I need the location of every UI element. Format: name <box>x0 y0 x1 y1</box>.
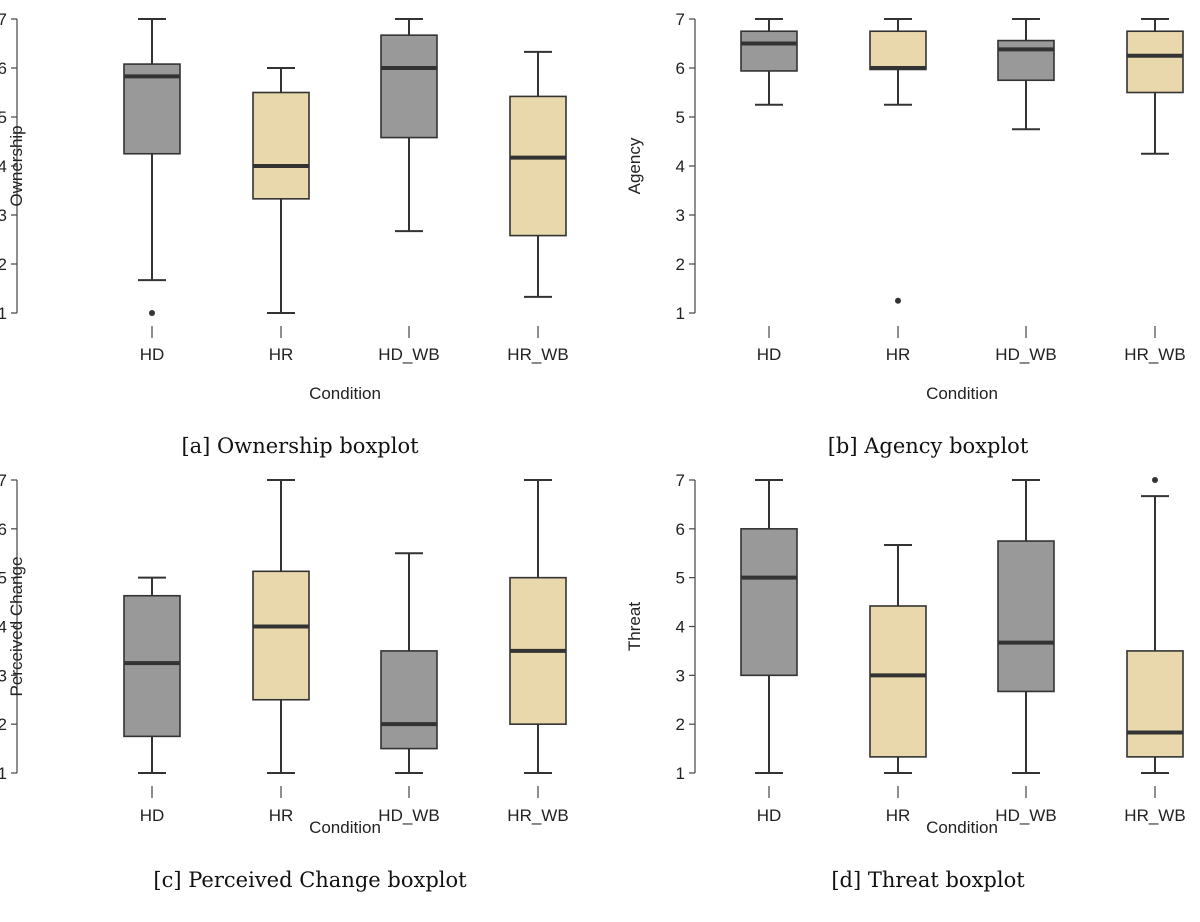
x-tick-label: HD_WB <box>995 345 1056 364</box>
panel-perceived-change: 1 2 3 4 5 6 7 Perceived Change HD HR HD_WB HR_WB Con… <box>0 471 569 892</box>
y-tick-label: 3 <box>676 666 685 685</box>
panel-agency: 1 2 3 4 5 6 7 Agency HD HR HD_WB HR_WB Condition [b] … <box>625 10 1186 458</box>
x-tick-label: HR_WB <box>507 806 568 825</box>
x-axis-label: Condition <box>926 818 998 837</box>
box-hd-wb <box>997 479 1055 774</box>
x-tick-label: HR <box>269 345 294 364</box>
y-tick-label: 2 <box>676 255 685 274</box>
box-hr-wb <box>1126 18 1184 155</box>
x-axis-label: Condition <box>309 818 381 837</box>
y-tick-label: 7 <box>676 10 685 29</box>
panel-caption: [c] Perceived Change boxplot <box>153 868 467 892</box>
panel-ownership: 1 2 3 4 5 6 7 Ownership HD HR HD_WB HR_WB Condition [… <box>0 10 569 458</box>
y-axis-label: Agency <box>625 137 644 194</box>
iqr-box <box>740 528 798 677</box>
x-tick-label: HD_WB <box>378 345 439 364</box>
y-tick-label: 5 <box>0 108 7 127</box>
box-hr <box>252 67 310 314</box>
box-hr <box>869 18 927 304</box>
y-tick-label: 2 <box>676 715 685 734</box>
box-hr-wb <box>1126 477 1184 774</box>
x-tick-label: HR_WB <box>1124 806 1185 825</box>
box-hd-wb <box>380 552 438 774</box>
iqr-box <box>1126 30 1184 94</box>
y-axis-label: Threat <box>625 602 644 651</box>
box-hd <box>740 479 798 774</box>
x-tick-label: HR <box>886 345 911 364</box>
outlier-point <box>1152 477 1158 483</box>
iqr-box <box>997 39 1055 82</box>
y-tick-label: 3 <box>676 206 685 225</box>
x-tick-label: HR <box>269 806 294 825</box>
box-hd-wb <box>380 18 438 233</box>
y-tick-label: 5 <box>676 569 685 588</box>
y-tick-label: 4 <box>0 618 7 637</box>
y-tick-label: 3 <box>0 206 7 225</box>
iqr-box <box>380 34 438 139</box>
box-hr <box>252 479 310 774</box>
iqr-box <box>869 605 927 758</box>
iqr-box <box>252 91 310 200</box>
iqr-box <box>380 650 438 750</box>
y-tick-label: 1 <box>676 764 685 783</box>
x-tick-label: HR <box>886 806 911 825</box>
y-tick-label: 7 <box>676 471 685 490</box>
y-tick-label: 1 <box>676 304 685 323</box>
box-hd <box>123 18 181 316</box>
box-hd <box>740 18 798 106</box>
x-tick-label: HD_WB <box>378 806 439 825</box>
panel-caption: [b] Agency boxplot <box>828 434 1029 458</box>
y-tick-label: 5 <box>676 108 685 127</box>
iqr-box <box>997 540 1055 693</box>
x-tick-label: HD <box>140 806 165 825</box>
y-tick-label: 4 <box>676 618 685 637</box>
x-tick-label: HR_WB <box>507 345 568 364</box>
y-tick-label: 6 <box>676 59 685 78</box>
x-tick-label: HD <box>140 345 165 364</box>
y-tick-label: 2 <box>0 255 7 274</box>
outlier-point <box>149 310 155 316</box>
y-tick-label: 6 <box>676 520 685 539</box>
iqr-box <box>252 570 310 701</box>
y-tick-label: 6 <box>0 520 7 539</box>
outlier-point <box>895 297 901 304</box>
y-tick-label: 5 <box>0 569 7 588</box>
iqr-box <box>740 30 798 72</box>
x-axis-label: Condition <box>309 384 381 403</box>
box-hd-wb <box>997 18 1055 131</box>
box-hr <box>869 543 927 774</box>
box-hr-wb <box>509 479 567 774</box>
y-tick-label: 4 <box>676 157 685 176</box>
panel-threat: 1 2 3 4 5 6 7 Threat HD HR HD_WB HR_WB Condition [d] … <box>625 471 1186 892</box>
y-tick-label: 6 <box>0 59 7 78</box>
iqr-box <box>123 594 181 738</box>
iqr-box <box>1126 650 1184 758</box>
iqr-box <box>869 30 927 71</box>
y-tick-label: 4 <box>0 157 7 176</box>
y-tick-label: 7 <box>0 471 7 490</box>
y-axis-label: Perceived Change <box>7 557 26 697</box>
y-tick-label: 2 <box>0 715 7 734</box>
panel-caption: [a] Ownership boxplot <box>181 434 419 458</box>
y-axis-label: Ownership <box>7 125 26 206</box>
iqr-box <box>123 63 181 155</box>
y-tick-label: 1 <box>0 764 7 783</box>
x-axis-label: Condition <box>926 384 998 403</box>
panel-caption: [d] Threat boxplot <box>831 868 1025 892</box>
y-tick-label: 1 <box>0 304 7 323</box>
y-tick-label: 7 <box>0 10 7 29</box>
x-tick-label: HD_WB <box>995 806 1056 825</box>
x-tick-label: HR_WB <box>1124 345 1185 364</box>
iqr-box <box>509 95 567 237</box>
x-tick-label: HD <box>757 345 782 364</box>
y-tick-label: 3 <box>0 666 7 685</box>
box-hd <box>123 576 181 774</box>
x-tick-label: HD <box>757 806 782 825</box>
box-hr-wb <box>509 50 567 298</box>
